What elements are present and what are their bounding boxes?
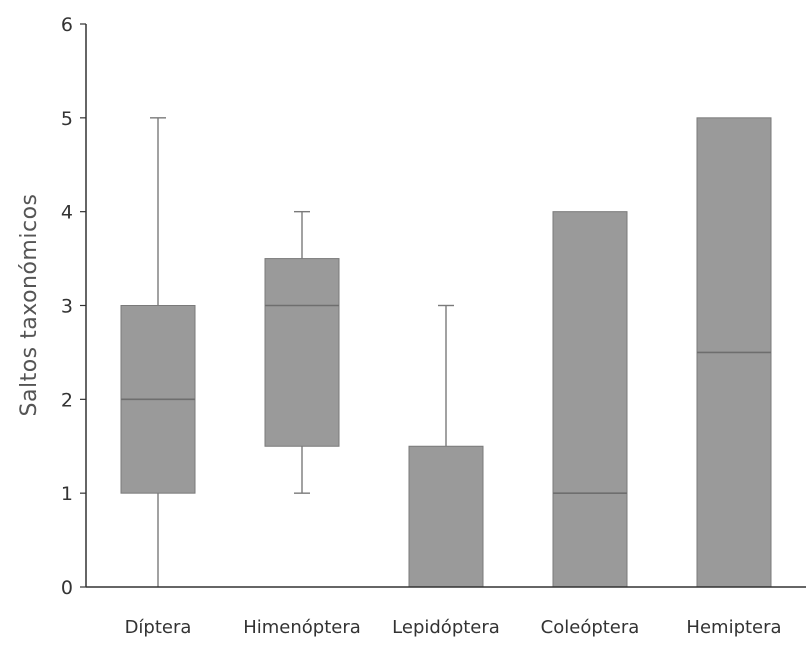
y-tick-label: 1 (61, 483, 73, 505)
box-1 (120, 117, 196, 587)
x-category-label: Díptera (125, 617, 192, 638)
box-3 (408, 304, 484, 588)
y-tick-label: 2 (61, 389, 73, 411)
x-category-label: Hemiptera (686, 617, 781, 638)
x-category-label: Coleóptera (541, 617, 640, 638)
box-5 (696, 117, 772, 588)
y-tick-label: 4 (61, 202, 73, 224)
x-category-label: Himenóptera (243, 617, 361, 638)
iqr-box (552, 211, 628, 588)
iqr-box (264, 258, 340, 447)
y-tick-label: 5 (61, 108, 73, 130)
box-4 (552, 211, 628, 588)
y-tick-label: 0 (61, 577, 73, 599)
x-axis: Díptera Himenóptera Lepidóptera Coleóptera H… (86, 586, 806, 638)
y-axis: 0 1 2 3 4 5 6 (61, 14, 87, 599)
x-category-label: Lepidóptera (392, 617, 500, 638)
box-2 (264, 210, 340, 494)
boxes (120, 117, 772, 588)
y-tick-label: 6 (61, 14, 73, 36)
iqr-box (408, 445, 484, 588)
y-tick-label: 3 (61, 296, 73, 318)
y-axis-title: Saltos taxonómicos (17, 194, 42, 417)
